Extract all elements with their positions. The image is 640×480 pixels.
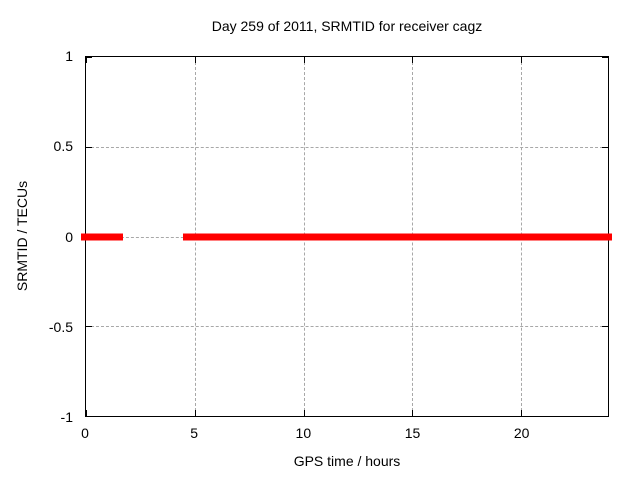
x-tick-label: 20 (513, 425, 530, 441)
x-tick-label: 10 (295, 425, 312, 441)
x-tick-top (86, 57, 87, 63)
y-tick-right (602, 326, 608, 328)
y-tick-label: 0.5 (53, 138, 73, 155)
y-tick-left (86, 416, 92, 417)
y-tick-left (86, 57, 92, 58)
y-tick-right (602, 57, 608, 58)
x-tick-bottom (303, 410, 305, 416)
y-tick-label: -1 (60, 409, 73, 425)
x-tick-top (303, 57, 305, 63)
y-tick-left (86, 146, 92, 148)
horizontal-gridline (86, 146, 608, 148)
x-tick-top (194, 57, 196, 63)
x-tick-bottom (86, 410, 87, 416)
x-axis-title: GPS time / hours (293, 453, 401, 469)
plot-area (81, 56, 612, 417)
x-tick-top (521, 57, 522, 63)
x-tick-bottom (194, 410, 196, 416)
x-tick-bottom (412, 410, 414, 416)
y-tick-left (86, 326, 92, 328)
x-tick-label: 5 (190, 425, 199, 441)
x-tick-bottom (521, 410, 522, 416)
y-tick-label: 0 (65, 228, 73, 245)
y-tick-labels: 1 0.5 0 -0.5 -1 (0, 48, 73, 425)
y-tick-label: -0.5 (48, 318, 73, 335)
series-line-segment (183, 233, 612, 240)
x-tick-label: 15 (404, 425, 421, 441)
series-line-segment (81, 233, 123, 240)
x-tick-labels: 0 5 10 15 20 (81, 425, 609, 443)
x-tick-top (412, 57, 414, 63)
y-tick-right (602, 146, 608, 148)
chart-title: Day 259 of 2011, SRMTID for receiver cag… (211, 18, 483, 34)
horizontal-gridline (86, 326, 608, 328)
x-tick-label: 0 (81, 425, 89, 441)
y-tick-right (602, 416, 608, 417)
y-tick-label: 1 (65, 48, 73, 64)
